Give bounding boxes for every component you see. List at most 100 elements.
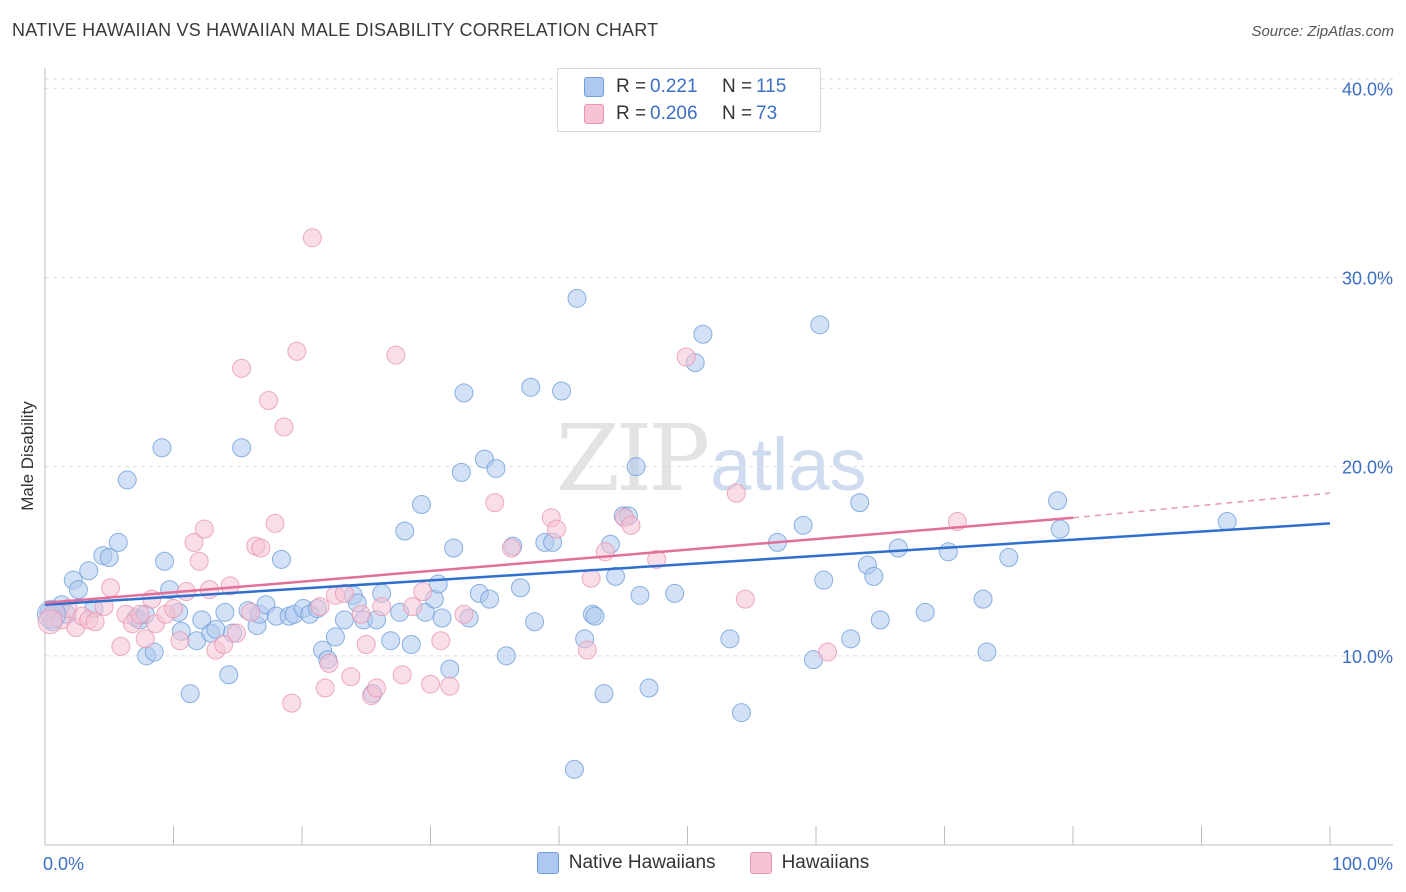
- trend-line-hawaiians-extension: [1072, 492, 1331, 519]
- legend-r-value: 0.206: [650, 103, 698, 124]
- data-point: [130, 604, 150, 624]
- data-point: [938, 542, 958, 562]
- data-point: [215, 602, 235, 622]
- data-point: [793, 515, 813, 535]
- data-point: [401, 634, 421, 654]
- data-point: [810, 315, 830, 335]
- trend-line-hawaiians: [44, 516, 1074, 605]
- data-point: [501, 538, 521, 558]
- data-point: [68, 580, 88, 600]
- data-point: [720, 629, 740, 649]
- data-point: [251, 538, 271, 558]
- data-point: [334, 610, 354, 630]
- data-point: [485, 493, 505, 513]
- data-point: [850, 493, 870, 513]
- data-point: [1048, 491, 1068, 511]
- data-point: [265, 513, 285, 533]
- data-point: [1217, 512, 1237, 532]
- data-point: [155, 551, 175, 571]
- legend-r-label: R =: [616, 76, 647, 97]
- data-point: [676, 347, 696, 367]
- data-point: [152, 438, 172, 458]
- data-point: [392, 665, 412, 685]
- data-point: [108, 532, 128, 552]
- data-point: [888, 538, 908, 558]
- data-point: [585, 606, 605, 626]
- data-point: [164, 599, 183, 619]
- data-point: [432, 608, 452, 628]
- legend-swatch-native-hawaiians: [584, 77, 604, 97]
- data-point: [144, 642, 164, 662]
- data-point: [577, 640, 597, 660]
- data-point: [315, 678, 335, 698]
- series-swatch-hawaiians: [749, 852, 772, 874]
- data-point: [841, 629, 861, 649]
- data-point: [403, 597, 423, 617]
- data-point: [999, 547, 1019, 567]
- y-tick-label: 40.0%: [1342, 79, 1393, 99]
- data-point: [184, 532, 204, 552]
- data-point: [915, 602, 935, 622]
- data-point: [232, 358, 252, 378]
- x-tick-label: 0.0%: [43, 854, 84, 874]
- data-point: [302, 228, 322, 248]
- legend-row-native-hawaiians: R = 0.221 N = 115: [584, 74, 786, 100]
- legend-swatch-hawaiians: [584, 104, 604, 124]
- data-point: [630, 585, 650, 605]
- legend-n-value: 73: [756, 103, 778, 124]
- legend-n-value: 115: [756, 76, 787, 97]
- data-point: [180, 684, 200, 704]
- data-point: [486, 459, 506, 479]
- data-point: [111, 636, 131, 656]
- data-point: [192, 610, 212, 630]
- data-point: [440, 659, 460, 679]
- series-legend-native-hawaiians: Native Hawaiians: [536, 852, 716, 874]
- series-legend: Native Hawaiians Hawaiians: [0, 852, 1406, 874]
- data-point: [79, 561, 99, 581]
- data-point: [381, 631, 401, 651]
- data-point: [1050, 519, 1070, 539]
- data-point: [226, 623, 246, 643]
- data-point: [731, 703, 751, 723]
- data-point: [444, 538, 464, 558]
- data-point: [170, 631, 190, 651]
- data-point: [639, 678, 659, 698]
- data-point: [973, 589, 993, 609]
- data-point: [356, 634, 376, 654]
- legend-r-value: 0.221: [650, 76, 698, 97]
- data-point: [334, 583, 354, 603]
- legend-n-label: N =: [722, 76, 753, 97]
- watermark: ZIPatlas: [556, 405, 866, 512]
- y-tick-label: 20.0%: [1342, 458, 1393, 478]
- legend-row-hawaiians: R = 0.206 N = 73: [584, 101, 777, 127]
- data-point: [621, 515, 641, 535]
- data-point: [259, 390, 279, 410]
- data-point: [726, 483, 746, 503]
- data-point: [564, 759, 584, 779]
- data-point: [606, 566, 626, 586]
- trend-line-native-hawaiians: [44, 522, 1331, 607]
- data-point-cluster: [37, 609, 63, 635]
- data-point: [421, 674, 440, 694]
- data-point: [241, 602, 261, 622]
- data-point: [395, 521, 415, 541]
- data-point: [647, 549, 667, 569]
- data-point: [101, 578, 121, 598]
- data-point: [99, 547, 119, 567]
- data-point: [496, 646, 516, 666]
- data-point: [693, 324, 713, 344]
- data-point: [480, 589, 500, 609]
- data-point: [341, 667, 361, 687]
- data-point: [451, 462, 471, 482]
- data-point: [135, 629, 155, 649]
- data-point: [85, 612, 105, 632]
- chart-title: NATIVE HAWAIIAN VS HAWAIIAN MALE DISABIL…: [12, 20, 659, 40]
- y-tick-label: 10.0%: [1342, 647, 1393, 667]
- data-point: [735, 589, 755, 609]
- series-swatch-native-hawaiians: [536, 852, 559, 874]
- data-point: [546, 519, 566, 539]
- data-point: [814, 570, 834, 590]
- data-point: [412, 495, 432, 515]
- data-point: [117, 470, 137, 490]
